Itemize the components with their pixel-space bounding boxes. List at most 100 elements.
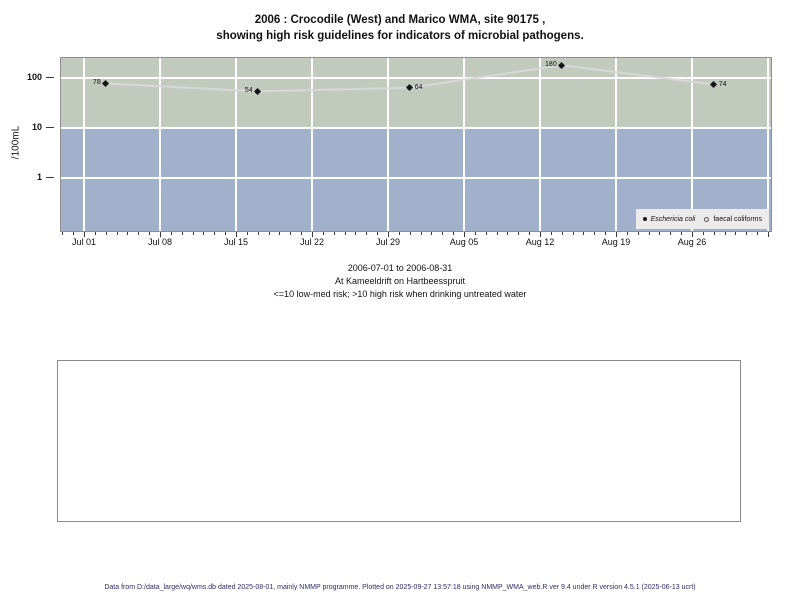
y-tick-label: 10 [31,122,42,132]
x-minor-tick [746,232,748,235]
x-minor-tick [170,232,172,235]
x-minor-tick [290,232,292,235]
y-tick [46,127,54,128]
x-minor-tick [670,232,672,235]
x-major-tick [160,232,161,237]
x-minor-tick [442,232,444,235]
x-minor-tick [583,232,585,235]
x-minor-tick [507,232,509,235]
vertical-gridline [691,58,693,231]
high-risk-band [61,58,771,128]
x-minor-tick [518,232,520,235]
x-major-tick [616,232,617,237]
x-major-tick [388,232,389,237]
x-minor-tick [62,232,64,235]
chart-title-line1: 2006 : Crocodile (West) and Marico WMA, … [254,14,546,26]
x-tick-label: Jul 22 [299,237,325,247]
x-tick-label: Aug 12 [525,237,555,247]
legend-label-faecal: faecal coliforms [713,215,762,223]
vertical-gridline [463,58,465,231]
legend-label-ecoli: Eschericia coli [650,215,696,223]
vertical-gridline [767,58,769,231]
subtitle-risk-note: <=10 low-med risk; >10 high risk when dr… [273,289,527,299]
x-minor-tick [409,232,411,235]
x-minor-tick [561,232,563,235]
x-minor-tick [757,232,759,235]
x-minor-tick [474,232,476,235]
filled-dot-icon [642,217,647,221]
empty-panel [57,360,741,522]
x-tick-label: Aug 19 [601,237,631,247]
data-point-label: 54 [244,87,253,95]
x-major-tick [312,232,313,237]
x-minor-tick [572,232,574,235]
vertical-gridline [83,58,85,231]
x-minor-tick [594,232,596,235]
vertical-gridline [615,58,617,231]
x-minor-tick [496,232,498,235]
x-minor-tick [181,232,183,235]
x-minor-tick [637,232,639,235]
plot-panel: 78 54 64 180 74 Eschericia coli faecal colif… [60,57,772,232]
x-minor-tick [713,232,715,235]
x-minor-tick [648,232,650,235]
subtitle-date-range: 2006-07-01 to 2006-08-31 [347,263,453,273]
x-minor-tick [453,232,455,235]
x-tick-label: Jul 01 [71,237,97,247]
vertical-gridline [235,58,237,231]
x-minor-tick [279,232,281,235]
x-minor-tick [605,232,607,235]
x-minor-tick [322,232,324,235]
data-point-label: 74 [718,80,727,88]
x-minor-tick [257,232,259,235]
x-major-tick [84,232,85,237]
x-minor-tick [355,232,357,235]
horizontal-gridline [61,177,771,179]
x-minor-tick [659,232,661,235]
chart-title: 2006 : Crocodile (West) and Marico WMA, … [0,12,800,44]
x-major-tick [236,232,237,237]
x-tick-label: Jul 29 [375,237,401,247]
data-point-label: 64 [414,83,423,91]
legend-entry-faecal: faecal coliforms [704,216,762,223]
chart-title-line2: showing high risk guidelines for indicat… [216,30,584,42]
data-point-label: 180 [545,61,557,69]
y-tick-label: 100 [26,72,42,82]
subtitle-site-location: At Kameeldrift on Hartbeesspruit [334,276,466,286]
x-tick-label: Jul 15 [223,237,249,247]
x-tick-label: Aug 26 [677,237,707,247]
x-minor-tick [529,232,531,235]
x-minor-tick [681,232,683,235]
x-minor-tick [431,232,433,235]
x-minor-tick [724,232,726,235]
legend-entry-ecoli: Eschericia coli [642,215,696,223]
footer-note: Data from D:/data_large/wq/wms.db dated … [104,584,696,591]
x-minor-tick [138,232,140,235]
x-minor-tick [225,232,227,235]
vertical-gridline [159,58,161,231]
x-minor-tick [398,232,400,235]
x-minor-tick [116,232,118,235]
x-minor-tick [301,232,303,235]
vertical-gridline [539,58,541,231]
x-major-tick [692,232,693,237]
x-minor-tick [127,232,129,235]
x-minor-tick [94,232,96,235]
vertical-gridline [387,58,389,231]
data-point-label: 78 [92,79,101,87]
chart-subtitle: 2006-07-01 to 2006-08-31 At Kameeldrift … [0,262,800,301]
x-major-tick [464,232,465,237]
x-minor-tick [149,232,151,235]
x-tick-label: Jul 08 [147,237,173,247]
x-minor-tick [485,232,487,235]
x-minor-tick [366,232,368,235]
open-dot-icon [704,216,710,222]
x-minor-tick [377,232,379,235]
x-minor-tick [268,232,270,235]
horizontal-gridline [61,127,771,129]
vertical-gridline [311,58,313,231]
y-tick [46,77,54,78]
x-major-tick [768,232,769,237]
x-minor-tick [203,232,205,235]
